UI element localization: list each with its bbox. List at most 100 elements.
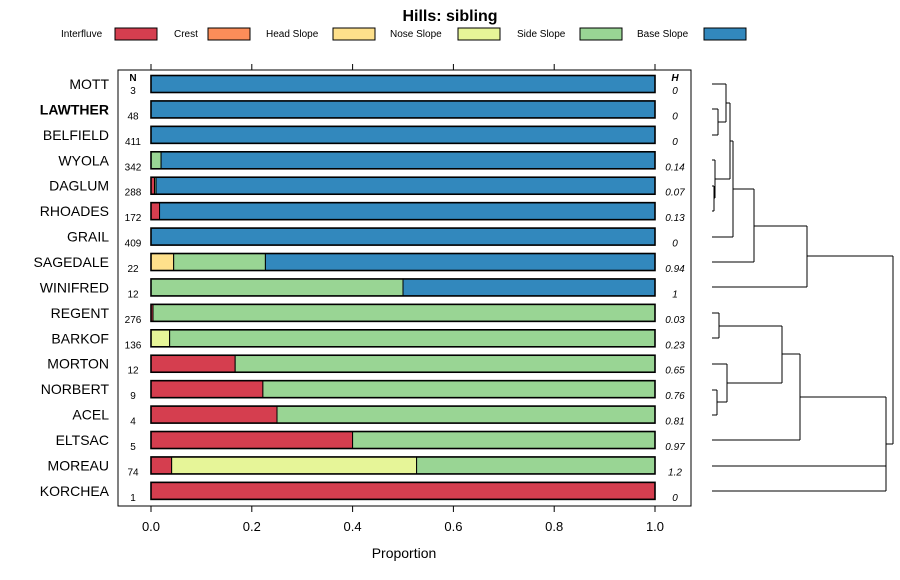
n-value: 74 [127,467,139,478]
dendrogram [712,83,894,492]
legend: Interfluve Crest Head Slope Nose Slope Side … [61,27,747,41]
row-label: NORBERT [41,381,110,397]
dendrogram-branch [712,312,782,339]
bar-segment-interfluve [150,456,173,475]
legend-label: Crest [174,29,198,40]
x-axis-label: Proportion [372,545,437,561]
n-value: 22 [127,264,139,275]
bar-segment-base-slope [402,278,656,297]
row-label: MOREAU [48,457,109,473]
bar-outline [150,379,656,399]
bar-row: ACEL 4 0.81 [72,405,685,428]
n-column-header: N [129,73,136,84]
bar-outline [150,278,656,297]
h-value: 0.14 [665,162,685,173]
bar-segment-base-slope [160,151,656,170]
bar-outline [150,125,656,145]
row-label: MORTON [47,356,109,372]
bar-row: DAGLUM 288 0.07 [49,176,685,199]
n-value: 136 [125,340,142,351]
bar-row: MOREAU 74 1.2 [48,456,682,478]
h-value: 0.13 [665,213,685,224]
bar-segment-head-slope [150,253,175,272]
row-label: KORCHEA [40,483,110,499]
legend-swatch [579,27,623,41]
bar-segment-interfluve [150,481,656,500]
h-value: 0.03 [665,315,685,326]
row-label: REGENT [51,305,110,321]
bar-row: BARKOF 136 0.23 [51,328,685,351]
bar-segment-interfluve [150,354,236,373]
bar-segment-interfluve [150,380,264,399]
x-tick-label: 1.0 [646,519,664,534]
bar-outline [150,430,656,450]
n-value: 411 [125,137,141,148]
n-value: 1 [130,493,136,504]
bar-row: GRAIL 409 0 [67,227,678,250]
bar-segment-side-slope [416,456,656,475]
bar-segment-nose-slope [150,329,171,348]
bar-row: MOTT 3 0 [69,74,678,97]
legend-swatch [332,27,376,41]
bar-row: LAWTHER 48 0 [40,100,678,122]
legend-label: Nose Slope [390,29,442,40]
n-value: 12 [127,366,139,377]
bar-outline [150,74,656,94]
bar-outline [150,100,656,119]
bar-segment-interfluve [150,202,161,221]
h-value: 0.94 [665,264,685,275]
row-label: WINIFRED [40,279,109,295]
bar-segment-base-slope [264,253,656,272]
legend-label: Base Slope [637,29,689,40]
x-tick-label: 0.4 [344,519,362,534]
bar-row: NORBERT 9 0.76 [41,379,685,402]
dendrogram-branch [712,159,730,212]
h-value: 0.76 [665,391,685,402]
row-label: SAGEDALE [34,254,109,270]
dendrogram-branch [712,326,886,441]
bar-outline [150,150,656,170]
h-value: 0 [672,137,678,148]
legend-swatch [457,27,501,41]
bar-outline [150,456,656,475]
row-label: ACEL [72,407,109,423]
row-label: LAWTHER [40,101,109,117]
top-ticks [150,64,656,70]
h-value: 0 [672,111,678,122]
h-value: 0.07 [665,188,685,199]
x-tick-label: 0.0 [142,519,160,534]
n-value: 12 [127,289,139,300]
bar-row: REGENT 276 0.03 [51,303,685,326]
bar-segment-interfluve [150,405,278,424]
bar-segment-interfluve [150,431,354,450]
dendrogram-branch [712,83,730,136]
bar-segment-side-slope [234,354,656,373]
bar-row: RHOADES 172 0.13 [40,201,685,224]
bar-segment-side-slope [152,303,656,322]
bar-segment-side-slope [262,380,656,399]
n-value: 288 [125,188,142,199]
row-label: BELFIELD [43,127,109,143]
dendrogram-branch [712,103,754,238]
legend-swatch [114,27,158,41]
row-label: RHOADES [40,203,109,219]
h-value: 0.97 [665,442,685,453]
n-value: 9 [130,391,136,402]
n-value: 342 [125,162,142,173]
dendrogram-branch [712,363,782,416]
bar-outline [150,328,656,348]
legend-label: Interfluve [61,29,103,40]
bar-outline [150,201,656,221]
bar-segment-side-slope [352,431,656,450]
dendrogram-branch [712,189,893,288]
n-value: 5 [130,442,136,453]
h-value: 0 [672,239,678,250]
bar-row: WINIFRED 12 1 [40,278,678,300]
h-value: 0.81 [665,417,684,428]
x-tick-label: 0.8 [545,519,563,534]
bar-segment-nose-slope [171,456,418,475]
legend-swatch [207,27,251,41]
bar-segment-side-slope [169,329,656,348]
